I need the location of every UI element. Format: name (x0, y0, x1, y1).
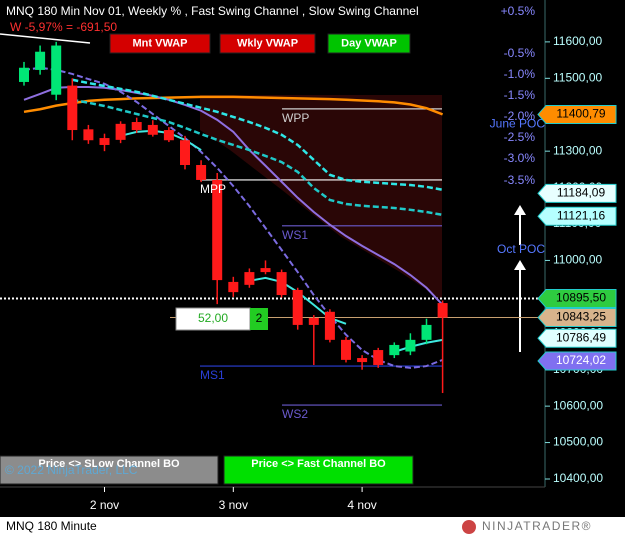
button[interactable] (219, 33, 316, 54)
y-tick-label: 10500,00 (553, 435, 603, 449)
series-line (23, 95, 444, 116)
y-tick-label: 11300,00 (553, 143, 602, 157)
pct-level-label: -1.0% (504, 67, 536, 81)
shaded-zone (200, 95, 442, 300)
y-tick-label: 11000,00 (553, 253, 602, 267)
button-label[interactable]: Price <> SLow Channel BO (38, 458, 180, 470)
candle-body (35, 51, 46, 70)
logo: NINJATRADER® (482, 519, 592, 533)
price-marker (537, 206, 617, 226)
candle-body (228, 281, 239, 293)
level-label: MS1 (200, 368, 225, 382)
chart-title: MNQ 180 Min Nov 01, Weekly % , Fast Swin… (6, 4, 419, 18)
candle-body (389, 344, 400, 356)
candle-body (308, 317, 319, 325)
trendline (0, 33, 91, 44)
x-tick-label: 3 nov (219, 498, 248, 512)
arrow-head (514, 205, 526, 215)
price-marker-label: 10895,50 (556, 291, 606, 305)
pct-level-label: +0.5% (501, 4, 536, 18)
price-marker-label: 11121,16 (557, 208, 606, 222)
logo-icon (462, 520, 476, 534)
candle-body (437, 303, 448, 318)
series-line (23, 66, 443, 369)
level-label: WPP (282, 111, 309, 125)
y-tick-label: 10400,00 (553, 471, 603, 485)
candle-body (67, 85, 78, 131)
instrument-label: MNQ 180 Minute (6, 519, 97, 533)
price-marker (537, 104, 617, 124)
subtitle: W -5,97% = -691,50 (10, 20, 117, 34)
candle-body (180, 140, 190, 166)
price-marker (537, 308, 617, 328)
button-label[interactable]: Wkly VWAP (237, 37, 298, 49)
arrow-head (514, 260, 526, 270)
candle-body (212, 179, 223, 281)
candle-body (131, 122, 142, 131)
button-label[interactable]: Day VWAP (341, 37, 397, 49)
count: 2 (256, 311, 263, 325)
y-tick-label: 10600,00 (553, 398, 603, 412)
price-marker (537, 183, 617, 203)
pct-level-label: -3.0% (504, 151, 536, 165)
price-marker (537, 351, 617, 371)
pct-level-label: -3.5% (504, 173, 536, 187)
pct-level-label: -2.0% (504, 109, 536, 123)
poc-label: June POC (490, 117, 546, 131)
price-marker-label: 10786,49 (556, 330, 606, 344)
plot-area (0, 41, 545, 406)
level-label: WS1 (282, 228, 308, 242)
candle-body (373, 350, 384, 365)
candle-body (341, 339, 351, 360)
candle-body (324, 311, 335, 340)
candle-body (292, 289, 303, 325)
candle-body (405, 339, 416, 352)
candle-body (51, 45, 62, 95)
button[interactable] (327, 33, 411, 54)
x-tick-label: 4 nov (347, 498, 376, 512)
candle-body (357, 358, 368, 363)
candle-body (19, 67, 29, 82)
level-label: WS2 (282, 407, 308, 421)
y-tick-label: 11600,00 (553, 34, 602, 48)
poc-label: Oct POC (497, 242, 545, 256)
counter: 52,00 (198, 311, 228, 325)
series-line (23, 86, 444, 306)
candle-body (147, 124, 158, 135)
price-marker (537, 289, 617, 309)
pct-level-label: -0.5% (504, 46, 536, 60)
candle-body (83, 129, 94, 141)
candle-body (276, 272, 287, 296)
series-line (72, 78, 443, 192)
button[interactable] (0, 455, 219, 485)
candle-body (244, 272, 255, 285)
candle-body (99, 138, 110, 145)
candle-body (163, 130, 174, 141)
candle-body (260, 268, 271, 273)
button-label[interactable]: Price <> Fast Channel BO (251, 458, 386, 470)
series-line (72, 98, 443, 217)
level-label: MPP (200, 182, 226, 196)
price-marker (537, 328, 617, 348)
x-tick-label: 2 nov (90, 498, 119, 512)
button[interactable] (109, 33, 211, 54)
y-tick-label: 11500,00 (553, 70, 602, 84)
button-label[interactable]: Mnt VWAP (133, 37, 188, 49)
price-marker-label: 11184,09 (557, 186, 606, 200)
candle-body (196, 165, 207, 180)
price-marker-label: 10724,02 (556, 353, 606, 367)
candle-body (421, 324, 432, 340)
button[interactable] (223, 455, 414, 485)
pct-level-label: -2.5% (504, 130, 536, 144)
copyright: © 2022 NinjaTrader, LLC (5, 463, 138, 477)
price-marker-label: 10843,25 (556, 310, 606, 324)
count-box (250, 308, 268, 330)
candle-body (115, 123, 126, 140)
pct-level-label: -1.5% (504, 88, 536, 102)
price-marker-label: 11400,79 (556, 107, 605, 121)
